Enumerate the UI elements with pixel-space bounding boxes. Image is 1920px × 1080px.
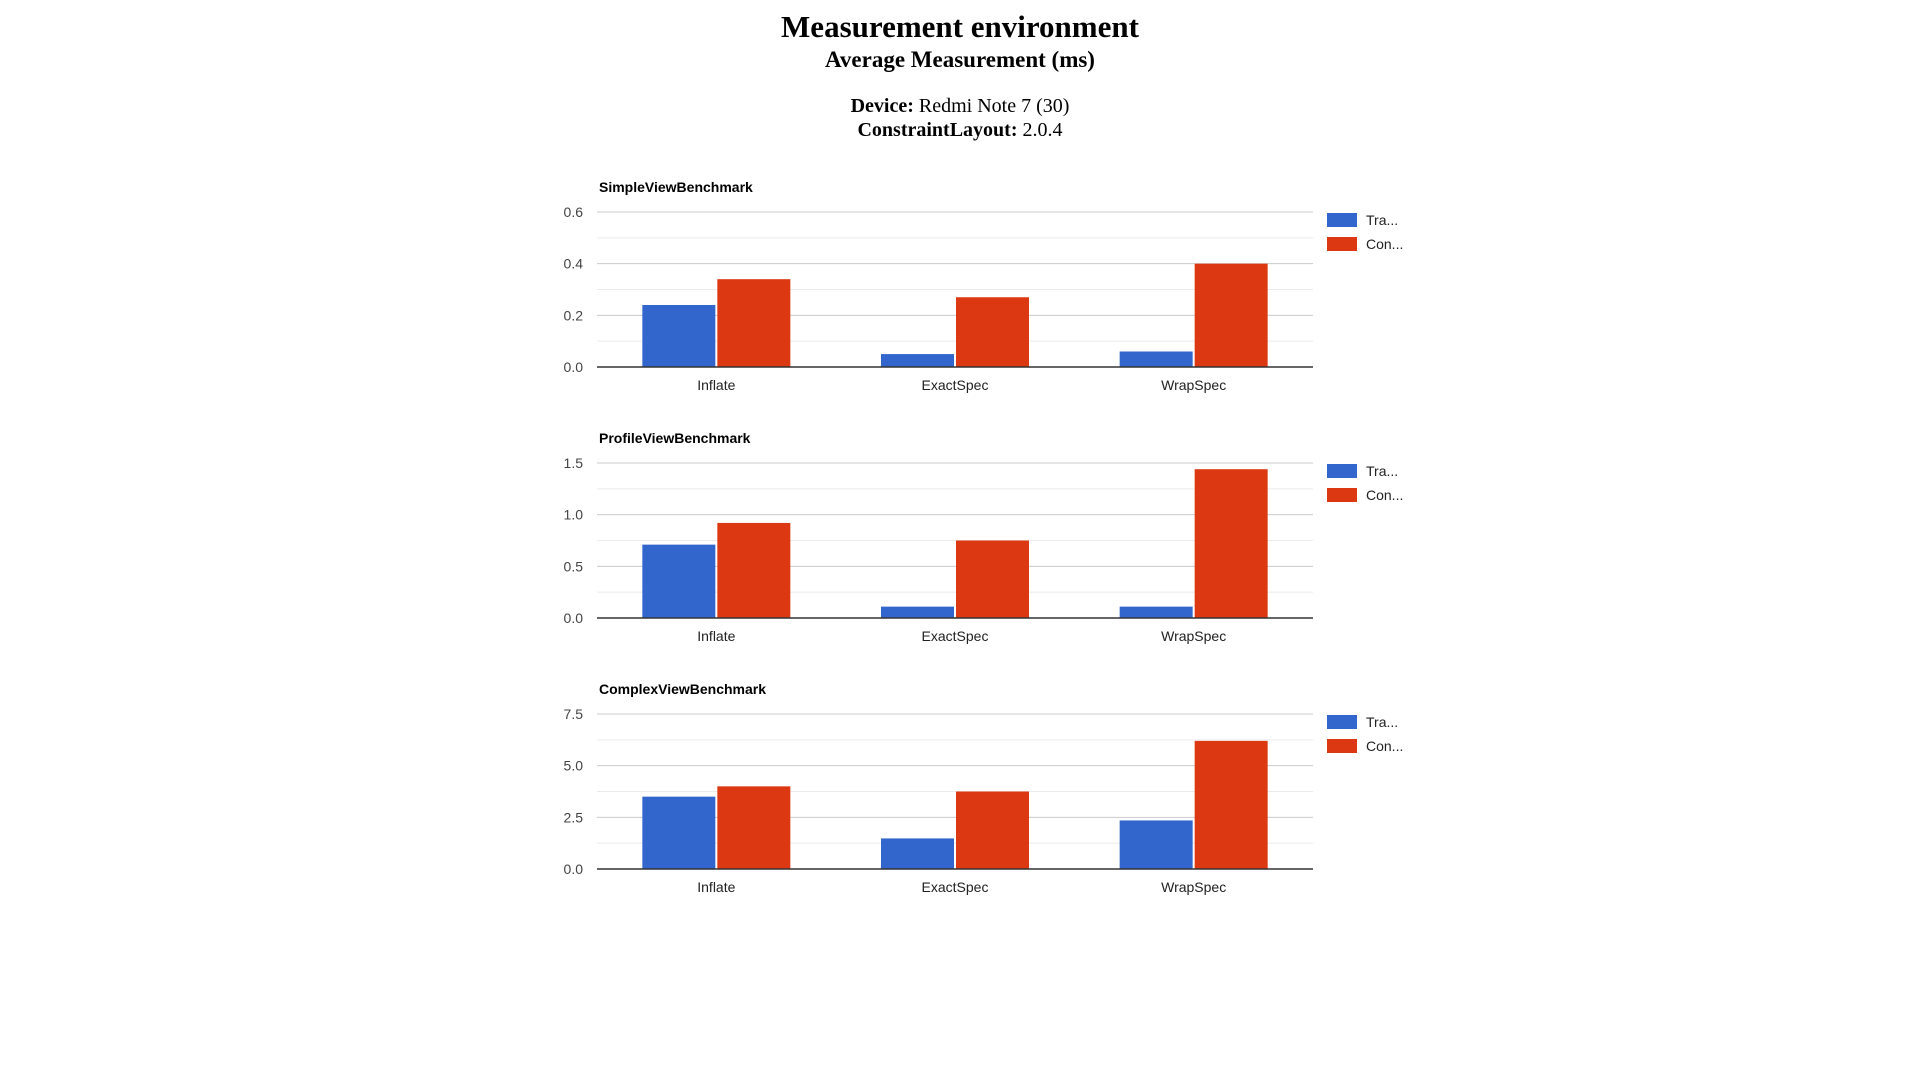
constraintlayout-line: ConstraintLayout: 2.0.4 — [0, 118, 1920, 142]
y-tick-label: 0.5 — [564, 558, 584, 574]
bar-series2 — [956, 791, 1029, 869]
y-tick-label: 0.0 — [564, 861, 584, 877]
constraintlayout-label: ConstraintLayout: — [857, 119, 1018, 141]
simple-view-chart-svg: SimpleViewBenchmark 0.0 0.2 0.4 0.6 Inflate Ex… — [564, 179, 1404, 393]
bar-series1 — [881, 354, 954, 367]
simple-view-chart: SimpleViewBenchmark 0.0 0.2 0.4 0.6 Inflate Ex… — [555, 172, 1415, 412]
x-category-label: WrapSpec — [1161, 377, 1226, 393]
profile-view-chart: ProfileViewBenchmark 0.0 0.5 1.0 1.5 Inflate E… — [555, 423, 1415, 663]
chart-title: ProfileViewBenchmark — [599, 430, 751, 446]
x-category-label: ExactSpec — [922, 377, 989, 393]
bar-series2 — [1194, 263, 1268, 367]
y-tick-label: 0.6 — [564, 204, 584, 220]
bar-series2 — [717, 786, 791, 869]
legend-label: Con... — [1366, 487, 1403, 503]
bar-series1 — [1119, 606, 1193, 618]
x-category-label: ExactSpec — [922, 628, 989, 644]
environment-info: Device: Redmi Note 7 (30) ConstraintLayo… — [0, 94, 1920, 142]
bar-series2 — [1194, 740, 1268, 869]
legend-swatch-series2 — [1327, 237, 1357, 251]
page-header: Measurement environment Average Measurem… — [0, 8, 1920, 74]
y-tick-label: 0.4 — [564, 256, 584, 272]
legend-swatch-series2 — [1327, 739, 1357, 753]
bar-series1 — [642, 305, 716, 367]
chart-title: ComplexViewBenchmark — [599, 681, 766, 697]
bar-series1 — [881, 838, 954, 869]
x-category-label: ExactSpec — [922, 879, 989, 895]
bar-series1 — [642, 544, 716, 618]
bar-series1 — [1119, 351, 1193, 367]
x-category-label: Inflate — [697, 377, 735, 393]
y-tick-label: 2.5 — [564, 809, 584, 825]
bar-series2 — [956, 297, 1029, 367]
constraintlayout-value: 2.0.4 — [1022, 119, 1063, 141]
legend-label: Tra... — [1366, 714, 1398, 730]
legend-swatch-series1 — [1327, 715, 1357, 729]
y-tick-label: 7.5 — [564, 706, 584, 722]
legend-label: Tra... — [1366, 212, 1398, 228]
x-category-label: Inflate — [697, 628, 735, 644]
complex-view-chart-svg: ComplexViewBenchmark 0.0 2.5 5.0 7.5 Inflate E… — [564, 681, 1404, 895]
legend-label: Con... — [1366, 738, 1403, 754]
device-value: Redmi Note 7 (30) — [918, 95, 1070, 117]
complex-view-chart: ComplexViewBenchmark 0.0 2.5 5.0 7.5 Inflate E… — [555, 674, 1415, 914]
bar-series2 — [1194, 469, 1268, 618]
x-category-label: Inflate — [697, 879, 735, 895]
page-subtitle: Average Measurement (ms) — [825, 47, 1095, 72]
device-label: Device: — [850, 95, 914, 117]
x-category-label: WrapSpec — [1161, 628, 1226, 644]
bar-series2 — [717, 279, 791, 367]
bar-series1 — [881, 606, 954, 618]
page-title: Measurement environment — [781, 9, 1139, 44]
y-tick-label: 1.0 — [564, 507, 584, 523]
profile-view-chart-svg: ProfileViewBenchmark 0.0 0.5 1.0 1.5 Inflate E… — [564, 430, 1404, 644]
legend-swatch-series2 — [1327, 488, 1357, 502]
x-category-label: WrapSpec — [1161, 879, 1226, 895]
legend-label: Tra... — [1366, 463, 1398, 479]
y-tick-label: 0.2 — [564, 307, 584, 323]
legend-swatch-series1 — [1327, 464, 1357, 478]
legend-swatch-series1 — [1327, 213, 1357, 227]
y-tick-label: 0.0 — [564, 359, 584, 375]
y-tick-label: 1.5 — [564, 455, 584, 471]
bar-series2 — [717, 522, 791, 618]
bar-series1 — [1119, 820, 1193, 869]
legend-label: Con... — [1366, 236, 1403, 252]
device-line: Device: Redmi Note 7 (30) — [0, 94, 1920, 118]
y-tick-label: 0.0 — [564, 610, 584, 626]
bar-series2 — [956, 540, 1029, 618]
bar-series1 — [642, 796, 716, 869]
y-tick-label: 5.0 — [564, 758, 584, 774]
chart-title: SimpleViewBenchmark — [599, 179, 753, 195]
